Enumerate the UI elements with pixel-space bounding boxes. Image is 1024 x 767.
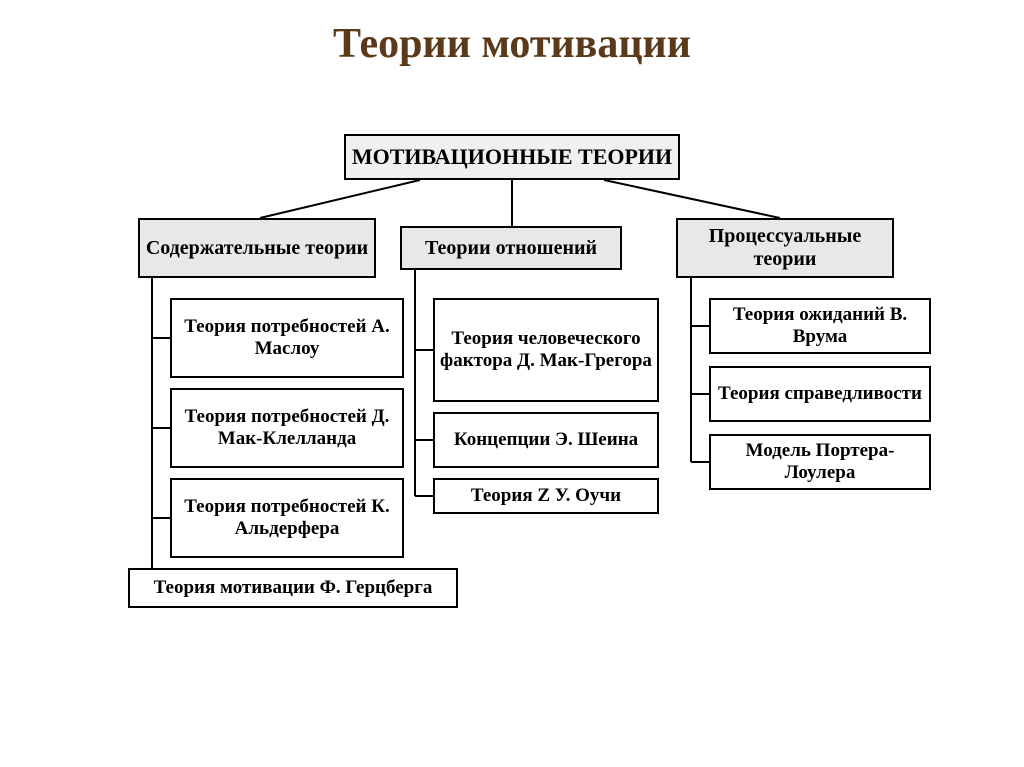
leaf-box-2-1: Теория справедливости <box>709 366 931 422</box>
leaf-box-1-2: Теория Z У. Оучи <box>433 478 659 514</box>
leaf-box-2-2: Модель Портера-Лоулера <box>709 434 931 490</box>
category-box-2: Процессуальные теории <box>676 218 894 278</box>
leaf-box-0-0: Теория потребностей А. Маслоу <box>170 298 404 378</box>
root-box: МОТИВАЦИОННЫЕ ТЕОРИИ <box>344 134 680 180</box>
slide-title: Теории мотивации <box>0 20 1024 68</box>
leaf-box-0-3: Теория мотивации Ф. Герцберга <box>128 568 458 608</box>
category-box-1: Теории отношений <box>400 226 622 270</box>
leaf-box-1-1: Концепции Э. Шеина <box>433 412 659 468</box>
leaf-box-0-1: Теория потребностей Д. Мак-Клелланда <box>170 388 404 468</box>
leaf-box-2-0: Теория ожиданий В. Врума <box>709 298 931 354</box>
leaf-box-0-2: Теория потребностей К. Альдерфера <box>170 478 404 558</box>
leaf-box-1-0: Теория человеческого фактора Д. Мак-Грег… <box>433 298 659 402</box>
slide: Теории мотивации МОТИВАЦИОННЫЕ ТЕОРИИ Сод… <box>0 0 1024 767</box>
category-box-0: Содержательные теории <box>138 218 376 278</box>
